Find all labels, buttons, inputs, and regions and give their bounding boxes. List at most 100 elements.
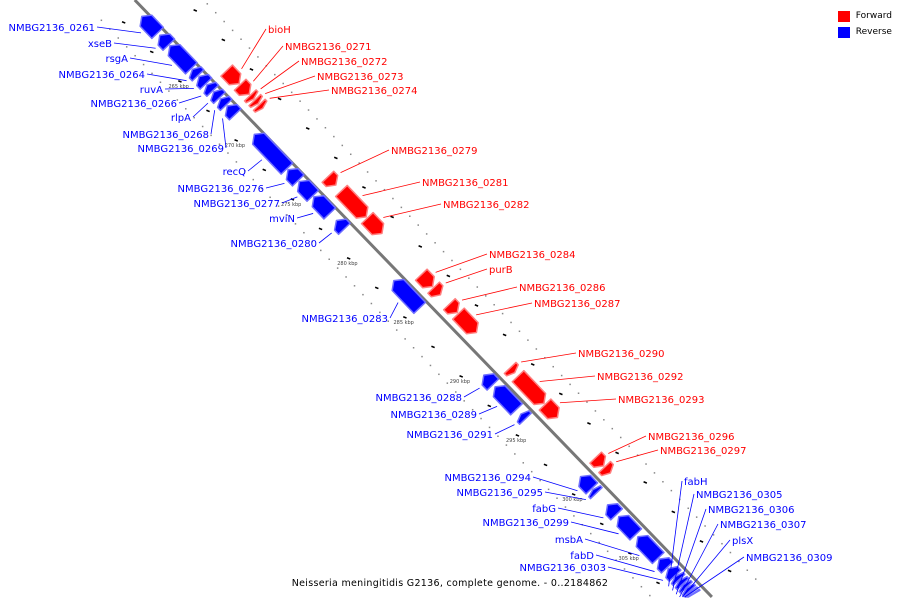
gene-arrow-nmbg2136_0279[interactable] [321,170,339,188]
gene-label[interactable]: NMBG2136_0293 [618,395,704,406]
gene-arrow-nmbg2136_0261[interactable] [139,14,165,40]
gene-label[interactable]: NMBG2136_0296 [648,432,734,443]
gene-arrow-rsga[interactable] [167,43,198,75]
gene-label[interactable]: NMBG2136_0303 [520,563,606,574]
gene-label[interactable]: rlpA [171,113,191,124]
gene-label[interactable]: NMBG2136_0286 [519,283,605,294]
gene-arrow-nmbg2136_0286[interactable] [442,297,460,315]
major-tick-dash [234,138,239,142]
gene-label[interactable]: rsgA [105,54,128,65]
gene-label[interactable]: NMBG2136_0297 [660,446,746,457]
gene-label[interactable]: NMBG2136_0273 [317,72,403,83]
legend-label: Forward [855,11,892,21]
gene-label[interactable]: NMBG2136_0291 [407,430,493,441]
gene-arrow-nmbg2136_0280[interactable] [333,218,351,236]
minor-tick-dot [328,258,330,261]
gene-arrow-nmbg2136_0269[interactable] [224,103,242,121]
gene-label[interactable]: NMBG2136_0292 [597,372,683,383]
gene-arrow-recq[interactable] [251,132,294,175]
gene-label[interactable]: NMBG2136_0268 [123,130,209,141]
gene-arrow-nmbg2136_0291[interactable] [516,410,532,426]
gene-arrow-nmbg2136_0292[interactable] [511,369,547,406]
gene-arrow-nmbg2136_0296[interactable] [589,451,607,469]
gene-arrow-nmbg2136_0264[interactable] [188,66,205,82]
gene-label[interactable]: NMBG2136_0279 [391,146,477,157]
gene-label[interactable]: NMBG2136_0266 [91,99,177,110]
gene-label[interactable]: NMBG2136_0281 [422,178,508,189]
gene-label[interactable]: NMBG2136_0290 [578,349,664,360]
gene-arrow-fabg[interactable] [605,502,624,521]
gene-label[interactable]: recQ [223,167,247,178]
gene-arrow-nmbg2136_0281[interactable] [334,184,369,219]
gene-arrow-nmbg2136_0271[interactable] [233,78,252,97]
gene-label[interactable]: mviN [269,214,295,225]
minor-tick-dot [615,559,617,561]
gene-label[interactable]: fabD [570,551,594,562]
gene-arrow-nmbg2136_0299[interactable] [616,514,643,541]
gene-arrow-nmbg2136_0294[interactable] [578,474,599,495]
gene-arrow-rlpa[interactable] [210,88,226,105]
gene-label[interactable]: NMBG2136_0305 [696,490,782,501]
gene-label[interactable]: NMBG2136_0269 [138,144,224,155]
gene-arrow-nmbg2136_0295[interactable] [588,485,603,500]
minor-tick-dot [240,38,242,40]
gene-arrow-nmbg2136_0284[interactable] [414,268,435,289]
gene-arrow-nmbg2136_0282[interactable] [360,211,385,236]
minor-tick-dot [370,302,373,305]
gene-arrow-nmbg2136_0290[interactable] [503,361,519,377]
gene-arrow-ruva[interactable] [196,73,213,90]
gene-arrow-nmbg2136_0297[interactable] [598,460,615,477]
gene-label[interactable]: NMBG2136_0294 [445,473,531,484]
gene-label[interactable]: NMBG2136_0264 [59,70,145,81]
gene-arrow-xseb[interactable] [157,33,176,51]
gene-label[interactable]: NMBG2136_0289 [391,410,477,421]
gene-arrow-nmbg2136_0277[interactable] [296,179,320,202]
gene-arrow-msba[interactable] [635,534,665,565]
gene-label[interactable]: fabH [684,477,708,488]
gene-arrow-nmbg2136_0273[interactable] [248,93,264,109]
gene-label[interactable]: NMBG2136_0282 [443,200,529,211]
gene-label[interactable]: ruvA [140,85,163,96]
gene-label[interactable]: fabG [532,504,556,515]
gene-arrow-nmbg2136_0276[interactable] [285,167,305,187]
gene-arrow-nmbg2136_0288[interactable] [481,373,500,391]
gene-arrow-nmbg2136_0293[interactable] [538,398,560,420]
gene-arrow-nmbg2136_0274[interactable] [252,98,268,113]
gene-label[interactable]: NMBG2136_0276 [178,184,264,195]
gene-arrow-purb[interactable] [427,281,444,298]
gene-label[interactable]: NMBG2136_0299 [483,518,569,529]
minor-tick-dot [501,312,504,315]
gene-label[interactable]: NMBG2136_0295 [457,488,543,499]
gene-arrow-nmbg2136_0287[interactable] [451,307,479,335]
gene-arrow-fabd[interactable] [656,557,674,574]
gene-arrow-nmbg2136_0309[interactable] [686,588,701,598]
gene-arrow-nmbg2136_0283[interactable] [391,278,427,315]
gene-label[interactable]: purB [489,265,513,276]
minor-tick-dot [598,541,600,544]
gene-label[interactable]: plsX [732,536,753,547]
gene-arrow-bioh[interactable] [220,64,242,86]
gene-label[interactable]: bioH [268,25,291,36]
gene-label[interactable]: NMBG2136_0287 [534,299,620,310]
gene-label[interactable]: NMBG2136_0272 [301,57,387,68]
gene-label[interactable]: NMBG2136_0283 [302,314,388,325]
gene-arrow-mvin[interactable] [311,194,337,220]
gene-label[interactable]: NMBG2136_0288 [376,393,462,404]
gene-label[interactable]: NMBG2136_0277 [194,199,280,210]
gene-label[interactable]: NMBG2136_0280 [231,239,317,250]
gene-label[interactable]: NMBG2136_0274 [331,86,417,97]
forward-swatch [837,10,850,22]
gene-label[interactable]: NMBG2136_0271 [285,42,371,53]
gene-arrow-nmbg2136_0272[interactable] [243,89,259,104]
gene-arrow-nmbg2136_0268[interactable] [216,95,233,112]
gene-label[interactable]: NMBG2136_0306 [708,505,794,516]
gene-arrow-nmbg2136_0289[interactable] [492,384,523,416]
gene-label[interactable]: NMBG2136_0284 [489,250,575,261]
gene-arrow-nmbg2136_0266[interactable] [203,81,220,97]
gene-label[interactable]: NMBG2136_0261 [9,23,95,34]
gene-label[interactable]: xseB [88,39,112,50]
gene-label[interactable]: NMBG2136_0307 [720,520,806,531]
gene-label[interactable]: NMBG2136_0309 [746,553,832,564]
gene-label[interactable]: msbA [555,535,583,546]
minor-tick-dot [497,435,499,438]
